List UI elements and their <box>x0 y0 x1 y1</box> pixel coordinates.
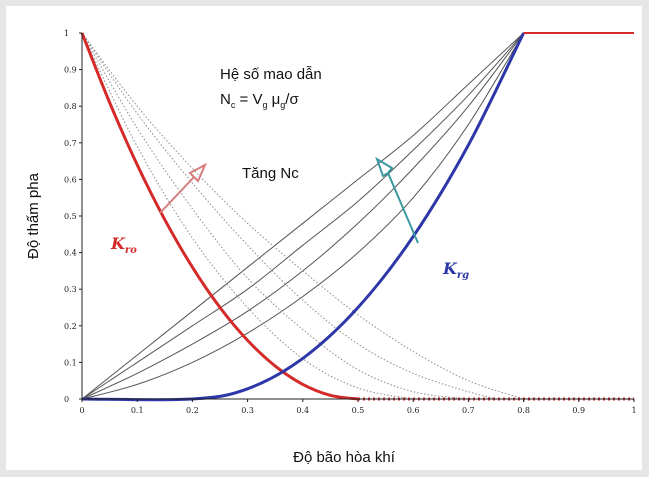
series-line-kro-nc-1 <box>81 32 414 400</box>
increase-arrow-right-icon <box>375 156 419 244</box>
y-axis-label: Độ thấm pha <box>25 172 42 259</box>
annotation-increase-nc: Tăng Nc <box>242 165 299 182</box>
axis-ticks: 0 0.1 0.2 0.3 0.4 0.5 0.6 0.7 0.8 0.9 1 0 0.1 0.2 0.3 0… <box>64 29 637 415</box>
x-axis-label: Độ bão hòa khí <box>293 449 396 466</box>
series-line-kro-nc-4 <box>81 32 524 400</box>
series-line-kro-nc-3 <box>81 32 497 400</box>
chart-marks <box>80 32 634 402</box>
x-tick-label: 0.9 <box>572 406 585 415</box>
x-tick-label: 0.4 <box>296 406 309 415</box>
annotation-title: Hệ số mao dẫn <box>220 66 322 83</box>
x-tick-label: 0.5 <box>352 406 365 415</box>
x-tick-label: 0.6 <box>407 406 420 415</box>
x-tick-label: 0.8 <box>517 406 530 415</box>
y-tick-label: 0.1 <box>64 358 77 367</box>
y-tick-label: 0.9 <box>64 66 77 75</box>
x-tick-label: 0 <box>79 406 84 415</box>
x-tick-label: 0.1 <box>131 406 144 415</box>
series-line-kro-nc-2 <box>81 32 469 400</box>
series-line-krg <box>81 32 525 402</box>
y-tick-label: 0.7 <box>64 139 77 148</box>
kro-label: Kro <box>110 234 137 256</box>
series-line-kro <box>80 32 359 401</box>
chart-frame: 0 0.1 0.2 0.3 0.4 0.5 0.6 0.7 0.8 0.9 1 0 0.1 0.2 0.3 0… <box>6 6 642 470</box>
annotation-formula: Nc = Vg μg/σ <box>220 91 299 110</box>
x-tick-label: 1 <box>631 406 636 415</box>
y-tick-label: 0.5 <box>64 212 77 221</box>
series-line-krg-nc-2 <box>81 32 524 400</box>
relative-permeability-chart: 0 0.1 0.2 0.3 0.4 0.5 0.6 0.7 0.8 0.9 1 0 0.1 0.2 0.3 0… <box>25 29 637 466</box>
x-tick-label: 0.3 <box>241 406 254 415</box>
series-line-krg-nc-4 <box>81 32 524 400</box>
krg-label: Krg <box>442 259 469 281</box>
y-tick-label: 0.2 <box>64 322 77 331</box>
increase-arrow-left-icon <box>159 162 208 214</box>
x-tick-label: 0.2 <box>186 406 199 415</box>
series-line-krg-nc-1 <box>81 32 525 400</box>
series-line-krg-nc-3 <box>81 32 524 400</box>
y-tick-label: 0 <box>64 395 69 404</box>
y-tick-label: 1 <box>64 29 69 38</box>
y-tick-label: 0.6 <box>64 175 77 184</box>
y-tick-label: 0.4 <box>64 249 77 258</box>
y-tick-label: 0.3 <box>64 285 77 294</box>
x-tick-label: 0.7 <box>462 406 475 415</box>
y-tick-label: 0.8 <box>64 102 77 111</box>
